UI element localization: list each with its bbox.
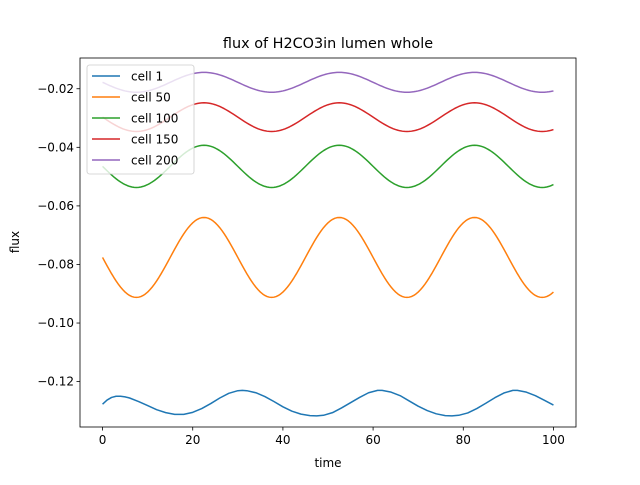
x-tick-label: 100: [542, 433, 565, 447]
y-tick-label: −0.08: [37, 257, 74, 271]
x-tick-label: 40: [275, 433, 290, 447]
x-axis-label: time: [314, 456, 341, 470]
x-tick-label: 0: [99, 433, 107, 447]
legend-box: [86, 64, 195, 175]
y-tick-label: −0.02: [37, 82, 74, 96]
legend-label: cell 1: [131, 70, 163, 84]
y-axis-ticks: −0.12 −0.10 −0.08 −0.06 −0.04 −0.02: [37, 82, 80, 389]
chart-title: flux of H2CO3in lumen whole: [223, 36, 433, 52]
legend-label: cell 150: [131, 133, 178, 147]
x-tick-label: 20: [185, 433, 200, 447]
series-line-cell-50: [101, 216, 554, 299]
y-axis-label: flux: [8, 231, 22, 253]
y-tick-label: −0.04: [37, 140, 74, 154]
x-axis-ticks: 0 20 40 60 80 100: [99, 427, 565, 447]
y-tick-label: −0.06: [37, 199, 74, 213]
legend-label: cell 200: [131, 154, 178, 168]
y-tick-label: −0.10: [37, 316, 74, 330]
axes-frame: [79, 57, 577, 428]
x-tick-label: 80: [456, 433, 471, 447]
legend-label: cell 50: [131, 91, 171, 105]
series-line-cell-1: [102, 389, 554, 417]
y-tick-label: −0.12: [37, 375, 74, 389]
legend-label: cell 100: [131, 112, 178, 126]
legend: cell 1 cell 50 cell 100 cell 150 cell 200: [86, 64, 195, 175]
x-tick-label: 60: [365, 433, 380, 447]
